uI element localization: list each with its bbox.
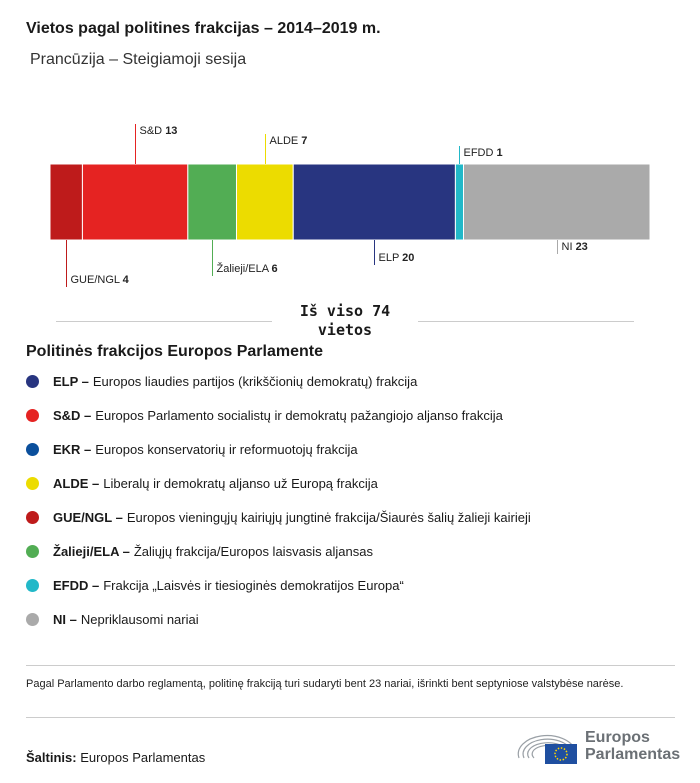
- legend-text: Europos Parlamento socialistų ir demokra…: [95, 408, 503, 423]
- segment-label: ALDE 7: [270, 135, 308, 147]
- legend-abbr: S&D –: [53, 408, 92, 423]
- footnote: Pagal Parlamento darbo reglamentą, polit…: [26, 678, 624, 690]
- legend-dot-icon: [26, 613, 39, 626]
- source-value: Europos Parlamentas: [80, 750, 206, 765]
- ep-logo: Europos Parlamentas: [515, 728, 680, 764]
- total-seats-label: Iš viso 74 vietos: [299, 302, 391, 339]
- legend-dot-icon: [26, 579, 39, 592]
- legend-dot-icon: [26, 409, 39, 422]
- bar-segment: [187, 163, 237, 241]
- legend-item: S&D – Europos Parlamento socialistų ir de…: [26, 408, 503, 423]
- legend-abbr: ALDE –: [53, 476, 100, 491]
- legend-text: Nepriklausomi nariai: [80, 612, 199, 627]
- legend-item: Žalieji/ELA – Žaliųjų frakcija/Europos la…: [26, 544, 373, 559]
- chart-title: Vietos pagal politines frakcijas – 2014–…: [26, 20, 381, 37]
- legend-abbr: NI –: [53, 612, 77, 627]
- bar-segment: [235, 163, 294, 241]
- legend-item: EKR – Europos konservatorių ir reformuoto…: [26, 442, 358, 457]
- chart-subtitle: Prancūzija – Steigiamoji sesija: [30, 51, 247, 68]
- bar-segment: [292, 163, 456, 241]
- legend-abbr: ELP –: [53, 374, 89, 389]
- segment-label: S&D 13: [140, 125, 178, 137]
- bar-segment: [463, 163, 651, 241]
- bar-segment: [49, 163, 83, 241]
- divider: [56, 321, 272, 322]
- bar-segment: [454, 163, 465, 241]
- legend-dot-icon: [26, 545, 39, 558]
- legend-item: GUE/NGL – Europos vieningųjų kairiųjų jun…: [26, 510, 531, 525]
- legend-item: ALDE – Liberalų ir demokratų aljanso už E…: [26, 476, 378, 491]
- legend-abbr: EKR –: [53, 442, 92, 457]
- legend-text: Europos konservatorių ir reformuotojų fr…: [95, 442, 358, 457]
- segment-label: EFDD 1: [464, 147, 503, 159]
- divider: [26, 665, 675, 666]
- logo-line-2: Parlamentas: [585, 746, 681, 763]
- legend-abbr: EFDD –: [53, 578, 100, 593]
- legend-dot-icon: [26, 375, 39, 388]
- legend-abbr: GUE/NGL –: [53, 510, 123, 525]
- legend-title: Politinės frakcijos Europos Parlamente: [26, 343, 323, 360]
- segment-label: Žalieji/ELA 6: [217, 262, 278, 275]
- legend-item: ELP – Europos liaudies partijos (krikščio…: [26, 374, 417, 389]
- legend-text: Europos vieningųjų kairiųjų jungtinė fra…: [126, 510, 531, 525]
- legend-text: Europos liaudies partijos (krikščionių d…: [92, 374, 418, 389]
- legend-text: Žaliųjų frakcija/Europos laisvasis aljan…: [133, 544, 373, 559]
- seat-bar-chart: GUE/NGL 4 S&D 13 Žalieji/ELA 6 ALDE 7 ELP 20…: [49, 124, 651, 287]
- divider: [26, 717, 675, 718]
- legend-text: Frakcija „Laisvės ir tiesioginės demokra…: [103, 578, 404, 593]
- segment-label: NI 23: [562, 241, 588, 253]
- legend-abbr: Žalieji/ELA –: [53, 544, 130, 559]
- bar-segment: [81, 163, 189, 241]
- legend-item: EFDD – Frakcija „Laisvės ir tiesioginės d…: [26, 578, 404, 593]
- legend-item: NI – Nepriklausomi nariai: [26, 612, 199, 627]
- legend-dot-icon: [26, 443, 39, 456]
- hemicycle-eu-flag-icon: [517, 734, 577, 764]
- divider: [418, 321, 634, 322]
- legend-dot-icon: [26, 511, 39, 524]
- legend-dot-icon: [26, 477, 39, 490]
- logo-line-1: Europos: [585, 729, 650, 746]
- segment-label: ELP 20: [379, 252, 415, 264]
- legend-text: Liberalų ir demokratų aljanso už Europą …: [103, 476, 378, 491]
- source-label: Šaltinis:: [26, 750, 77, 765]
- segment-label: GUE/NGL 4: [71, 274, 130, 286]
- source: Šaltinis: Europos Parlamentas: [26, 750, 205, 765]
